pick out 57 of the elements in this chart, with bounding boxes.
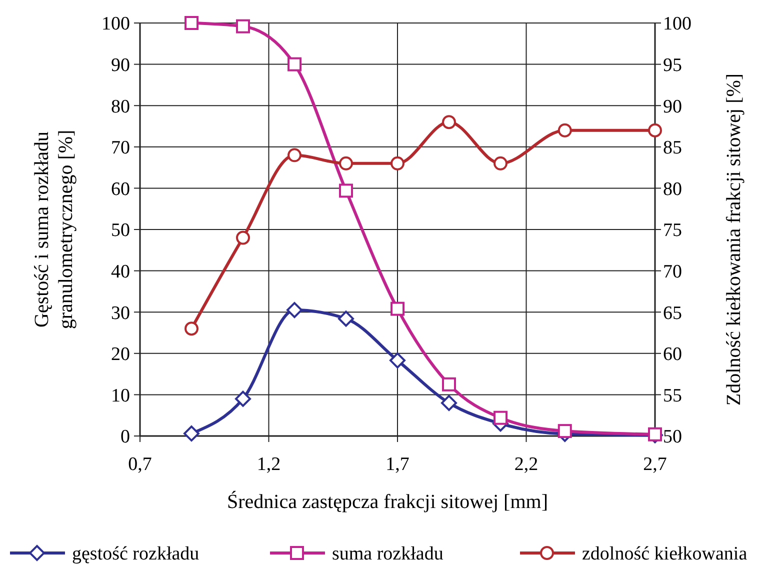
point [236,230,250,245]
point [339,184,353,198]
point [558,424,572,438]
y-tick-label: 80 [111,96,130,118]
y2-tick-label: 75 [663,220,682,242]
legend-label: suma rozkładu [332,544,444,565]
point [288,148,302,162]
point [390,156,404,170]
y-tick-label: 40 [111,261,130,282]
y2-tick-label: 80 [663,178,682,200]
x-tick-label: 2,7 [643,454,667,475]
y-tick-label: 0 [120,426,130,448]
point [494,410,508,425]
point [648,427,662,442]
point [184,322,198,336]
point [390,352,406,368]
point [441,394,457,411]
y2-tick-label: 85 [663,138,682,159]
x-tick-label: 0,7 [128,454,152,475]
y-tick-label: 60 [111,178,130,200]
point [235,390,251,407]
point [442,115,456,130]
x-axis-title: Średnica zastępcza frakcji sitowej [mm] [227,490,548,513]
point [338,310,354,327]
y-tick-label: 10 [111,385,130,406]
point [288,57,302,72]
point [339,156,353,170]
point [494,156,508,170]
legend-label: zdolność kiełkowania [582,544,748,565]
point [558,123,572,138]
y2-tick-label: 65 [663,302,682,324]
point [286,302,302,318]
point [442,377,456,392]
y2-tick-label: 90 [663,96,682,118]
y2-tick-label: 55 [663,385,682,406]
point [390,302,404,316]
y2-tick-label: 60 [663,344,682,366]
point [184,16,198,30]
x-tick-label: 1,7 [386,454,410,475]
y2-tick-label: 95 [663,54,682,76]
y2-tick-label: 100 [663,14,692,35]
x-tick-label: 1,2 [256,454,281,475]
y-tick-label: 50 [111,220,130,242]
y-axis-title: Gęstość i suma rozkładu granulometrycznego [%] [31,130,77,330]
x-tick-label: 2,2 [514,454,538,475]
y-tick-label: 20 [111,344,130,366]
point [236,19,250,34]
y-tick-label: 90 [111,54,130,76]
point [648,123,662,138]
y2-tick-label: 50 [663,426,682,448]
y2-tick-label: 70 [663,261,682,282]
y-tick-label: 30 [111,302,130,324]
legend-label: gęstość rozkładu [72,544,200,565]
y-tick-label: 100 [102,14,130,35]
y2-axis-title: Zdolność kiełkowania frakcji sitowej [%] [723,73,745,406]
y-tick-label: 70 [111,138,130,159]
point [184,426,200,442]
